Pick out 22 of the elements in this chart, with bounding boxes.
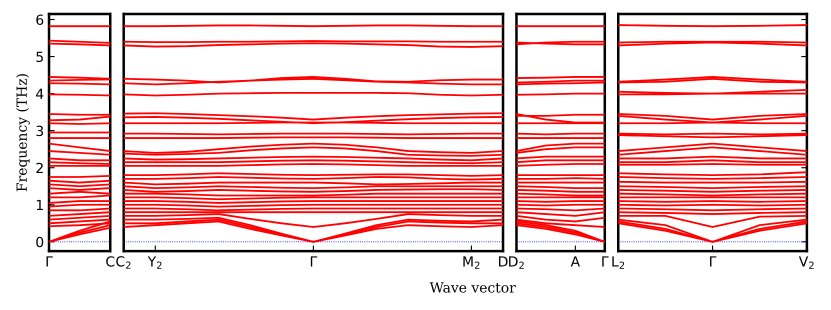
x-tick-label: C	[106, 256, 114, 267]
x-tick-label: Γ	[46, 256, 53, 267]
x-tick-label: C$_{2}$	[116, 256, 130, 269]
x-tick-label: Y$_{2}$	[148, 256, 162, 269]
x-tick-label: Γ	[602, 256, 609, 267]
x-tick-label: D$_{2}$	[509, 256, 524, 269]
x-tick-label: V$_{2}$	[798, 256, 814, 269]
x-tick-label: L$_{2}$	[612, 256, 624, 269]
y-tick-label: 6	[36, 14, 44, 25]
x-tick-label: Γ	[310, 256, 318, 267]
y-tick-label: 4	[36, 88, 44, 99]
y-tick-label: 2	[36, 162, 43, 174]
x-tick-label: A	[570, 256, 580, 267]
y-tick-label: 1	[36, 200, 43, 210]
x-tick-label: M$_{2}$	[463, 256, 480, 269]
y-axis-title: Frequency (THz)	[16, 74, 30, 192]
y-tick-label: 5	[36, 52, 43, 62]
y-tick-label: 3	[36, 126, 44, 136]
y-tick-label: 0	[36, 236, 44, 248]
x-axis-title: Wave vector	[430, 282, 516, 293]
x-tick-label: D	[499, 256, 508, 267]
x-tick-label: Γ	[710, 256, 716, 267]
